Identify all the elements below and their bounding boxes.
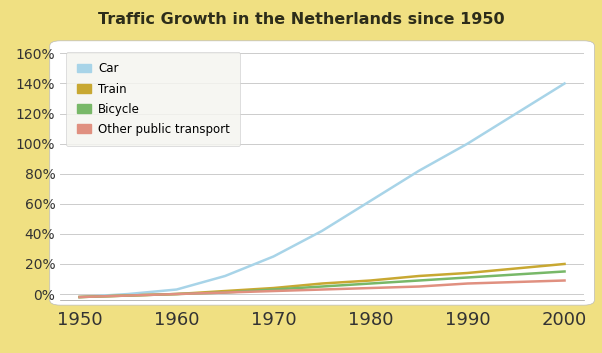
Legend: Car, Train, Bicycle, Other public transport: Car, Train, Bicycle, Other public transp… (66, 52, 240, 146)
Text: Traffic Growth in the Netherlands since 1950: Traffic Growth in the Netherlands since … (98, 12, 504, 27)
FancyBboxPatch shape (50, 41, 594, 305)
